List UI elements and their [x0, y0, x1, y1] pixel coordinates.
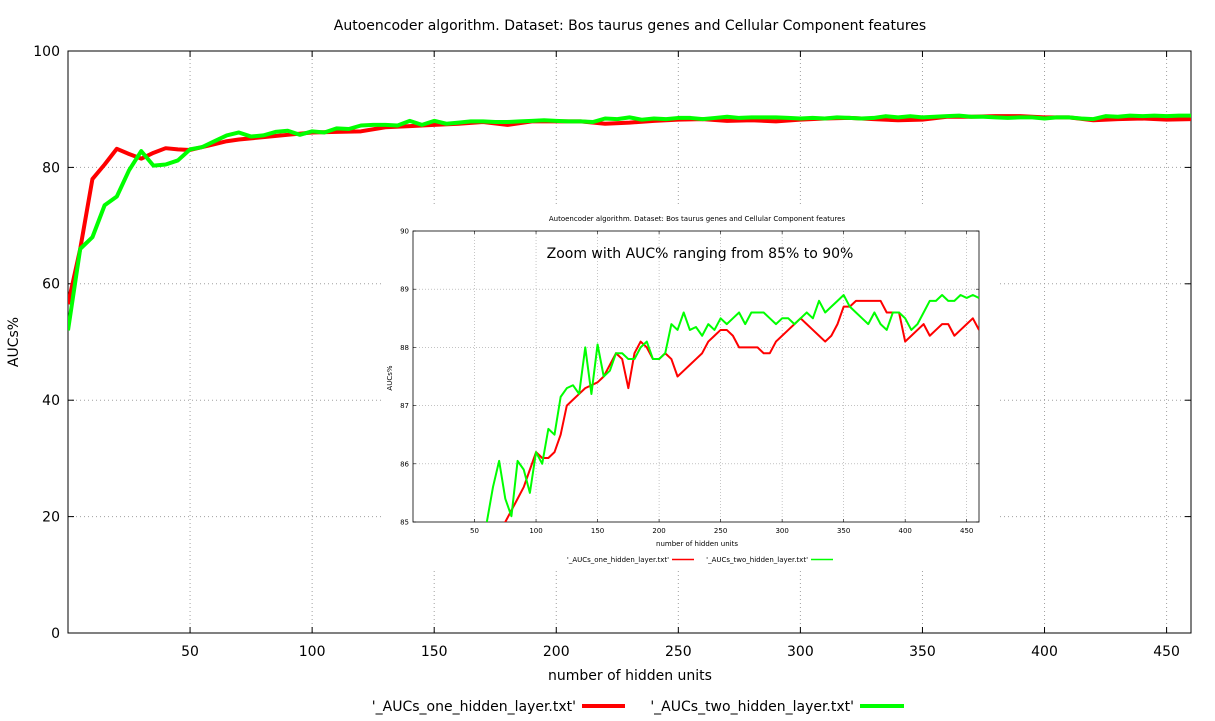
- inset-x-tick-label: 100: [529, 527, 542, 535]
- inset-y-tick-label: 87: [400, 402, 409, 410]
- inset-series-line-2: [485, 294, 979, 522]
- legend-label-series-1: '_AUCs_one_hidden_layer.txt': [372, 699, 576, 715]
- main-x-tick-label: 300: [787, 644, 814, 660]
- inset-x-tick-label: 50: [470, 527, 479, 535]
- inset-x-axis-label: number of hidden units: [656, 540, 738, 548]
- inset-legend-label-series-1: '_AUCs_one_hidden_layer.txt': [567, 556, 669, 564]
- main-y-axis-label: AUCs%: [6, 317, 22, 367]
- inset-ticks: 50 100 150 200 250 300 350 400 450 85 86 87 88 89 90: [400, 227, 979, 535]
- inset-chart: Autoencoder algorithm. Dataset: Bos taur…: [383, 206, 997, 568]
- inset-y-tick-label: 88: [400, 344, 409, 352]
- inset-x-tick-label: 250: [714, 527, 727, 535]
- inset-y-tick-label: 86: [400, 460, 409, 468]
- main-chart-title: Autoencoder algorithm. Dataset: Bos taur…: [334, 18, 926, 34]
- inset-chart-title: Autoencoder algorithm. Dataset: Bos taur…: [549, 215, 846, 223]
- main-x-tick-label: 250: [665, 644, 692, 660]
- inset-legend-label-series-2: '_AUCs_two_hidden_layer.txt': [706, 556, 808, 564]
- main-x-tick-label: 50: [181, 644, 199, 660]
- main-ticks: 50 100 150 200 250 300 350 400 450 0 20 40 60 80 100: [33, 44, 1191, 660]
- inset-y-tick-label: 85: [400, 518, 409, 526]
- main-x-tick-label: 350: [909, 644, 936, 660]
- main-x-tick-label: 200: [543, 644, 570, 660]
- inset-x-tick-label: 200: [652, 527, 665, 535]
- inset-y-tick-label: 90: [400, 227, 409, 235]
- main-plot-frame: [67, 50, 1192, 634]
- inset-annotation: Zoom with AUC% ranging from 85% to 90%: [547, 246, 854, 262]
- inset-x-tick-label: 300: [775, 527, 788, 535]
- legend-label-series-2: '_AUCs_two_hidden_layer.txt': [650, 699, 854, 715]
- inset-x-tick-label: 150: [591, 527, 604, 535]
- main-y-tick-label: 100: [33, 44, 60, 60]
- inset-legend: '_AUCs_one_hidden_layer.txt' '_AUCs_two_…: [567, 556, 833, 564]
- main-y-tick-label: 0: [51, 626, 60, 642]
- inset-y-tick-label: 89: [400, 286, 409, 294]
- main-y-tick-label: 40: [42, 393, 60, 409]
- main-y-tick-label: 20: [42, 510, 60, 526]
- main-series: [68, 113, 1191, 331]
- inset-x-tick-label: 350: [837, 527, 850, 535]
- inset-y-axis-label: AUCs%: [386, 365, 394, 390]
- main-series-line-2: [68, 113, 1191, 331]
- inset-background: [383, 206, 997, 568]
- main-y-tick-label: 80: [42, 160, 60, 176]
- main-x-tick-label: 100: [299, 644, 326, 660]
- inset-x-tick-label: 400: [898, 527, 911, 535]
- main-chart: Autoencoder algorithm. Dataset: Bos taur…: [6, 18, 1192, 684]
- main-y-tick-label: 60: [42, 277, 60, 293]
- main-x-tick-label: 400: [1031, 644, 1058, 660]
- main-legend: '_AUCs_one_hidden_layer.txt' '_AUCs_two_…: [372, 699, 904, 715]
- inset-x-tick-label: 450: [960, 527, 973, 535]
- inset-plot-frame: [412, 230, 980, 523]
- main-x-tick-label: 150: [421, 644, 448, 660]
- main-x-tick-label: 450: [1153, 644, 1180, 660]
- inset-series: [485, 294, 979, 522]
- main-x-axis-label: number of hidden units: [548, 668, 712, 684]
- inset-grid: [413, 231, 979, 522]
